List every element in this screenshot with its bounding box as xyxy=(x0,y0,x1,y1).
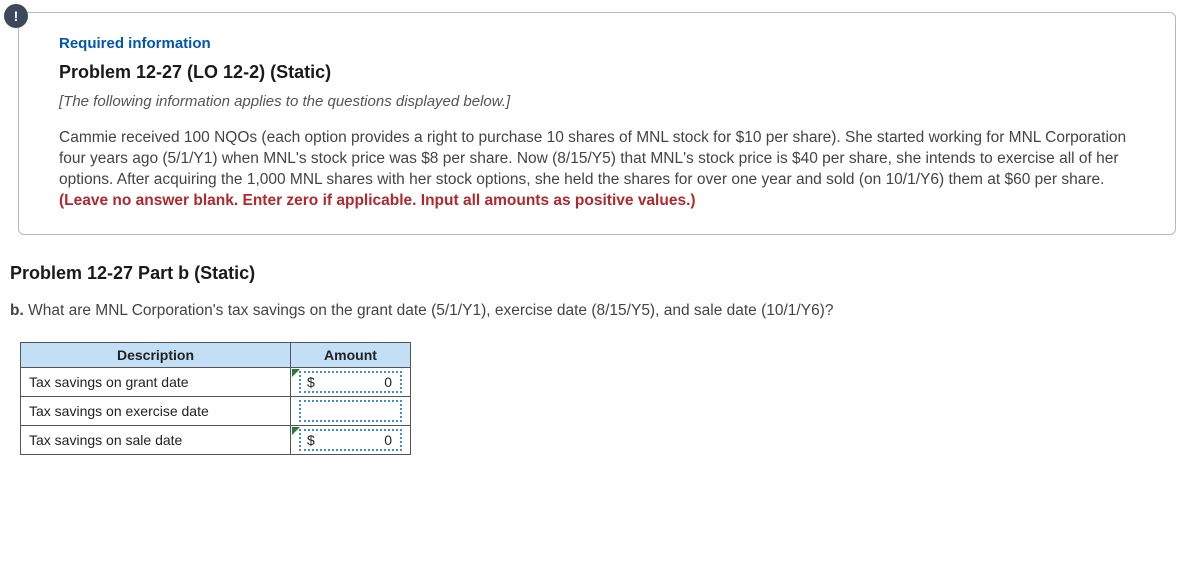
amount-cell[interactable] xyxy=(291,396,411,425)
currency-symbol: $ xyxy=(307,374,320,390)
problem-body: Cammie received 100 NQOs (each option pr… xyxy=(59,128,1145,212)
currency-symbol: $ xyxy=(307,432,320,448)
problem-title: Problem 12-27 (LO 12-2) (Static) xyxy=(59,62,1145,83)
table-row: Tax savings on sale date $ xyxy=(21,425,411,454)
col-header-amount: Amount xyxy=(291,342,411,367)
col-header-description: Description xyxy=(21,342,291,367)
table-row: Tax savings on exercise date xyxy=(21,396,411,425)
problem-body-text: Cammie received 100 NQOs (each option pr… xyxy=(59,129,1126,188)
question-body: What are MNL Corporation's tax savings o… xyxy=(24,302,834,319)
table-row: Tax savings on grant date $ xyxy=(21,367,411,396)
cell-marker-icon xyxy=(292,427,300,435)
desc-cell: Tax savings on grant date xyxy=(21,367,291,396)
amount-input[interactable] xyxy=(320,402,394,420)
amount-input[interactable] xyxy=(320,431,394,449)
required-info-box: Required information Problem 12-27 (LO 1… xyxy=(18,12,1176,235)
question-label: b. xyxy=(10,302,24,319)
desc-cell: Tax savings on exercise date xyxy=(21,396,291,425)
amount-input[interactable] xyxy=(320,373,394,391)
red-instruction: (Leave no answer blank. Enter zero if ap… xyxy=(59,192,696,209)
part-title: Problem 12-27 Part b (Static) xyxy=(10,263,1186,284)
alert-badge: ! xyxy=(4,4,28,28)
applies-note: [The following information applies to th… xyxy=(59,93,1145,110)
desc-cell: Tax savings on sale date xyxy=(21,425,291,454)
cell-marker-icon xyxy=(292,369,300,377)
answer-table: Description Amount Tax savings on grant … xyxy=(20,342,411,455)
amount-cell[interactable]: $ xyxy=(291,367,411,396)
amount-cell[interactable]: $ xyxy=(291,425,411,454)
required-info-label: Required information xyxy=(59,35,1145,52)
question-text: b. What are MNL Corporation's tax saving… xyxy=(10,302,1186,320)
